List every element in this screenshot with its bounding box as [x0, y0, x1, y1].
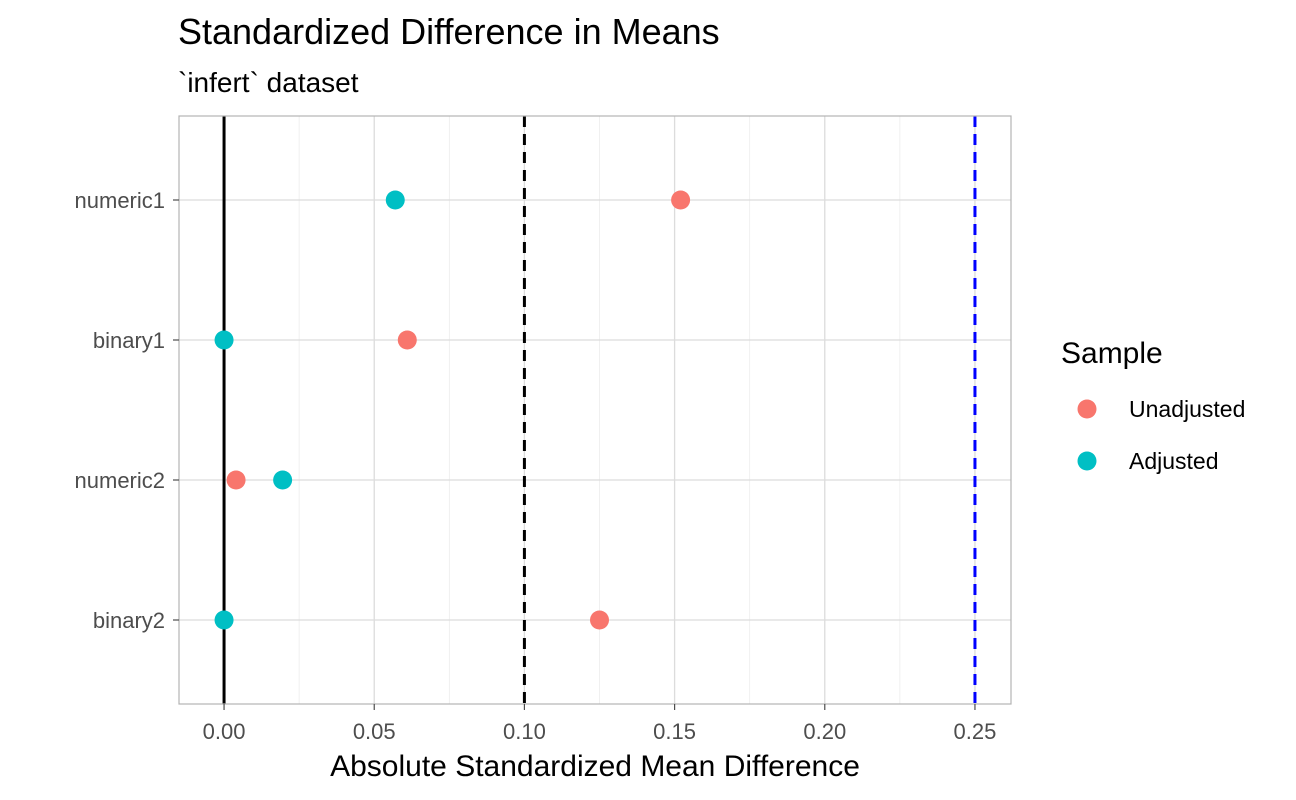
y-tick-label: numeric1	[75, 188, 165, 213]
data-points	[215, 191, 691, 630]
x-tick-label: 0.25	[954, 719, 997, 744]
data-point-unadjusted	[590, 611, 609, 630]
legend-key-adjusted	[1078, 452, 1097, 471]
chart-title: Standardized Difference in Means	[178, 11, 720, 52]
x-tick-label: 0.05	[353, 719, 396, 744]
legend-label-adjusted: Adjusted	[1129, 448, 1219, 474]
data-point-adjusted	[215, 611, 234, 630]
legend-key-unadjusted	[1078, 400, 1097, 419]
y-tick-label: binary2	[93, 608, 165, 633]
data-point-adjusted	[386, 191, 405, 210]
data-point-unadjusted	[671, 191, 690, 210]
legend: Sample Unadjusted Adjusted	[1061, 337, 1245, 474]
x-tick-label: 0.10	[503, 719, 546, 744]
data-point-unadjusted	[398, 331, 417, 350]
x-tick-label: 0.00	[203, 719, 246, 744]
data-point-unadjusted	[227, 471, 246, 490]
data-point-adjusted	[215, 331, 234, 350]
y-tick-label: numeric2	[75, 468, 165, 493]
data-point-adjusted	[273, 471, 292, 490]
y-tick-label: binary1	[93, 328, 165, 353]
x-tick-label: 0.15	[653, 719, 696, 744]
x-axis-title: Absolute Standardized Mean Difference	[330, 750, 860, 783]
chart-subtitle: `infert` dataset	[178, 67, 359, 98]
legend-title: Sample	[1061, 337, 1163, 370]
x-tick-labels: 0.00 0.05 0.10 0.15 0.20 0.25	[203, 704, 997, 744]
x-tick-label: 0.20	[803, 719, 846, 744]
y-tick-labels: numeric1 binary1 numeric2 binary2	[75, 188, 179, 633]
legend-label-unadjusted: Unadjusted	[1129, 396, 1245, 422]
